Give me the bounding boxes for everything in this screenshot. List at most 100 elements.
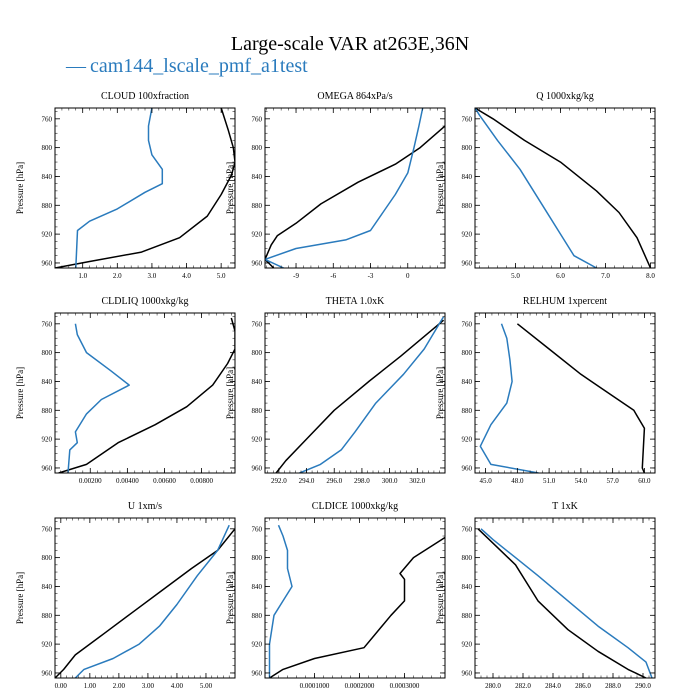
y-tick-label: 840 — [462, 583, 473, 591]
panel-title: CLOUD 100xfraction — [101, 91, 189, 102]
x-tick-label: 286.0 — [575, 682, 591, 690]
x-tick-label: 7.0 — [601, 272, 610, 280]
series-line-black — [269, 536, 445, 678]
y-tick-label: 880 — [462, 612, 473, 620]
panel-title: RELHUM 1xpercent — [523, 296, 607, 307]
y-tick-label: 960 — [42, 464, 53, 472]
plot-frame — [54, 107, 236, 269]
series-line-black — [477, 528, 647, 678]
series-line-blue — [475, 108, 597, 268]
series-line-blue — [75, 108, 164, 268]
y-tick-label: 760 — [462, 115, 473, 123]
y-tick-label: 800 — [252, 554, 263, 562]
x-tick-label: 280.0 — [485, 682, 501, 690]
x-tick-label: 288.0 — [605, 682, 621, 690]
y-tick-label: 880 — [462, 202, 473, 210]
y-axis-label: Pressure [hPa] — [225, 162, 235, 214]
x-tick-label: 0.00 — [55, 682, 68, 690]
y-tick-label: 760 — [42, 115, 53, 123]
y-tick-label: 800 — [42, 554, 53, 562]
y-tick-label: 760 — [42, 320, 53, 328]
x-tick-label: 0.0002000 — [345, 682, 375, 690]
series-line-blue — [268, 524, 293, 678]
x-tick-label: -9 — [293, 272, 299, 280]
y-tick-label: 760 — [42, 525, 53, 533]
y-tick-label: 880 — [462, 407, 473, 415]
y-tick-label: 800 — [42, 349, 53, 357]
y-tick-label: 800 — [252, 144, 263, 152]
x-tick-label: 0.00400 — [116, 477, 139, 485]
y-tick-label: 840 — [252, 173, 263, 181]
y-tick-label: 840 — [42, 378, 53, 386]
x-tick-label: 60.0 — [638, 477, 651, 485]
x-tick-label: 294.0 — [299, 477, 315, 485]
y-tick-label: 800 — [462, 144, 473, 152]
y-axis-label: Pressure [hPa] — [435, 162, 445, 214]
y-tick-label: 840 — [42, 583, 53, 591]
x-tick-label: 284.0 — [545, 682, 561, 690]
plot-frame — [264, 517, 446, 679]
y-tick-label: 880 — [42, 407, 53, 415]
y-tick-label: 760 — [252, 320, 263, 328]
panel-title: Q 1000xkg/kg — [536, 91, 594, 102]
x-tick-label: 292.0 — [271, 477, 287, 485]
x-tick-label: 3.00 — [142, 682, 155, 690]
panel-title: THETA 1.0xK — [326, 296, 385, 307]
y-tick-label: 920 — [252, 641, 263, 649]
plot-frame — [264, 107, 446, 269]
plot-frame — [264, 312, 446, 474]
x-tick-label: 4.0 — [182, 272, 191, 280]
y-tick-label: 760 — [462, 320, 473, 328]
series-line-black — [58, 317, 235, 473]
panel-7: CLDICE 1000xkg/kg Pressure [hPa] 760 800 840… — [225, 501, 446, 690]
plot-frame — [54, 517, 236, 679]
y-tick-label: 920 — [252, 436, 263, 444]
y-tick-label: 920 — [252, 231, 263, 239]
series-line-black — [275, 319, 445, 473]
series-line-blue — [480, 528, 653, 678]
series-line-blue — [479, 323, 539, 473]
series-line-black — [55, 108, 235, 268]
y-tick-label: 960 — [252, 259, 263, 267]
y-axis-label: Pressure [hPa] — [15, 162, 25, 214]
panel-title: CLDLIQ 1000xkg/kg — [102, 296, 189, 307]
x-tick-label: 5.00 — [200, 682, 213, 690]
y-tick-label: 800 — [462, 349, 473, 357]
y-tick-label: 880 — [42, 612, 53, 620]
y-tick-label: 880 — [252, 407, 263, 415]
panel-title: CLDICE 1000xkg/kg — [312, 501, 398, 512]
y-tick-label: 920 — [462, 436, 473, 444]
y-tick-label: 840 — [252, 378, 263, 386]
y-tick-label: 840 — [462, 173, 473, 181]
x-tick-label: 2.00 — [113, 682, 126, 690]
figure-title: Large-scale VAR at263E,36N — [230, 33, 470, 55]
x-tick-label: 54.0 — [575, 477, 588, 485]
y-tick-label: 840 — [42, 173, 53, 181]
y-tick-label: 960 — [462, 259, 473, 267]
y-tick-label: 880 — [252, 612, 263, 620]
y-axis-label: Pressure [hPa] — [435, 367, 445, 419]
y-tick-label: 960 — [42, 669, 53, 677]
x-tick-label: 51.0 — [543, 477, 556, 485]
x-tick-label: 282.0 — [515, 682, 531, 690]
x-tick-label: 0.00800 — [190, 477, 213, 485]
y-tick-label: 760 — [252, 525, 263, 533]
x-tick-label: 296.0 — [326, 477, 342, 485]
y-tick-label: 800 — [462, 554, 473, 562]
panel-title: OMEGA 864xPa/s — [317, 91, 392, 102]
y-tick-label: 920 — [42, 641, 53, 649]
series-line-black — [55, 528, 235, 678]
y-axis-label: Pressure [hPa] — [435, 572, 445, 624]
y-tick-label: 960 — [42, 259, 53, 267]
legend: — cam144_lscale_pmf_a1test — [66, 55, 308, 78]
series-line-black — [516, 323, 646, 473]
panel-4: THETA 1.0xK Pressure [hPa] 760 800 840 880 920… — [225, 296, 446, 485]
panel-title: U 1xm/s — [128, 501, 162, 512]
y-tick-label: 920 — [462, 641, 473, 649]
x-tick-label: -6 — [330, 272, 336, 280]
x-tick-label: 5.0 — [511, 272, 520, 280]
panel-1: OMEGA 864xPa/s Pressure [hPa] 760 800 840 880… — [225, 91, 446, 280]
y-tick-label: 760 — [252, 115, 263, 123]
x-tick-label: 0.0003000 — [390, 682, 420, 690]
